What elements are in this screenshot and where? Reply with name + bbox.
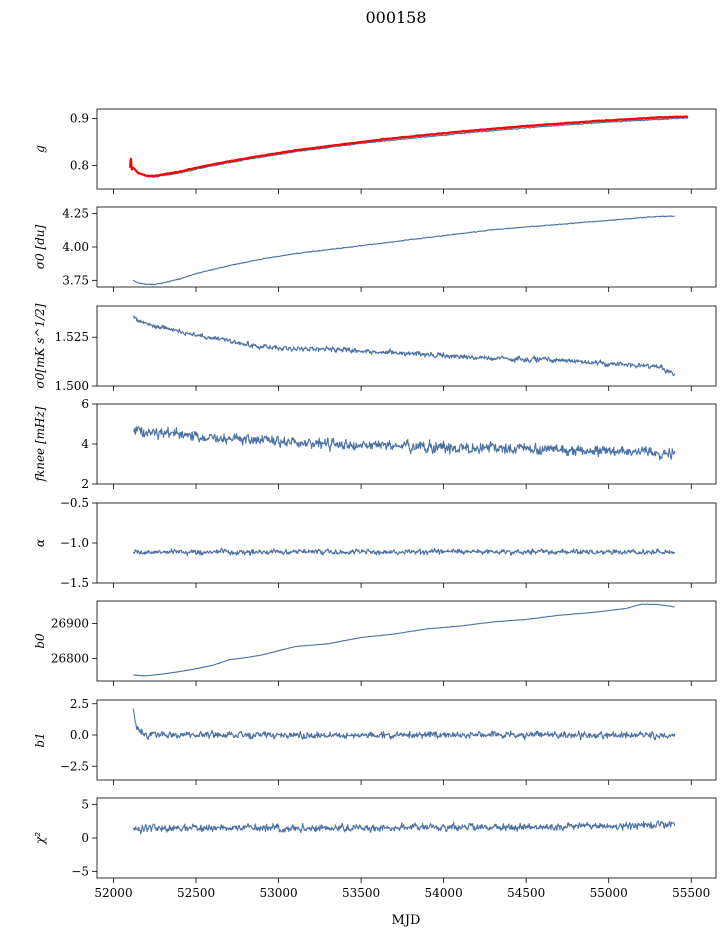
series-data-panel-4 [132, 426, 676, 461]
panel-7: −2.5 0.0 2.5 b1 [33, 697, 717, 785]
y-tick-label: 4 [81, 437, 89, 451]
series-data-panel-7 [132, 708, 676, 741]
y-tick-label: 1.500 [55, 379, 89, 393]
y-tick-label: 0.9 [70, 111, 89, 125]
y-tick-label: 6 [81, 397, 89, 411]
x-tick-label: 54500 [507, 886, 545, 900]
y-tick-label: 0.8 [70, 158, 89, 172]
axes-frame [96, 305, 717, 387]
series-data-panel-8 [132, 820, 676, 835]
y-tick-label: 0.0 [70, 728, 89, 742]
x-tick-label: 53000 [259, 886, 297, 900]
x-tick-label: 55000 [590, 886, 628, 900]
x-axis-label: MJD [392, 913, 421, 928]
y-tick-label: 4.00 [62, 240, 89, 254]
y-axis-label: fknee [mHz] [33, 406, 47, 482]
y-tick-label: 26900 [51, 617, 89, 631]
panel-5: −1.5 −1.0 −0.5 α [33, 496, 717, 590]
x-tick-label: 53500 [342, 886, 380, 900]
y-tick-label: 2.5 [70, 697, 89, 711]
panel-2: 3.75 4.00 4.25 σ0 [du] [33, 206, 717, 292]
y-tick-label: 4.25 [62, 207, 89, 221]
axes-frame [96, 699, 717, 781]
y-axis-label: g [33, 145, 47, 153]
series-data-panel-1 [129, 117, 689, 178]
y-axis-label: b0 [33, 633, 47, 649]
y-tick-label: 5 [81, 798, 89, 812]
x-tick-label: 52000 [94, 886, 132, 900]
series-data-panel-2 [133, 215, 675, 286]
y-tick-label: 3.75 [62, 273, 89, 287]
x-tick-label: 55500 [672, 886, 710, 900]
y-tick-label: 0 [81, 831, 89, 845]
y-tick-label: 26800 [51, 651, 89, 665]
axes-frame [96, 502, 717, 584]
series-data-panel-6 [133, 603, 675, 677]
figure-title: 000158 [365, 8, 426, 27]
y-tick-label: −0.5 [60, 496, 89, 510]
y-tick-label: −1.5 [60, 576, 89, 590]
series-model-panel-1 [128, 115, 689, 178]
y-tick-label: 1.525 [55, 330, 89, 344]
panel-6: 26800 26900 b0 [33, 600, 717, 686]
panel-3: 1.500 1.525 σ0[mK s^1/2] [33, 303, 717, 393]
y-tick-label: −1.0 [60, 536, 89, 550]
panel-1: 0.8 0.9 g [33, 108, 717, 194]
y-axis-label: b1 [33, 732, 47, 747]
x-tick-label: 54000 [425, 886, 463, 900]
axes-frame [96, 797, 717, 879]
x-tick-label: 52500 [177, 886, 215, 900]
y-axis-label: σ0 [du] [33, 224, 47, 269]
y-tick-label: −2.5 [60, 759, 89, 773]
axes-frame [96, 600, 717, 682]
y-axis-label: σ0[mK s^1/2] [33, 303, 47, 388]
axes-frame [96, 108, 717, 190]
y-tick-label: −5 [71, 864, 89, 878]
y-tick-label: 2 [81, 477, 89, 491]
series-data-panel-3 [132, 315, 676, 377]
y-axis-label: α [33, 539, 47, 547]
panel-4: 2 4 6 fknee [mHz] [33, 397, 717, 491]
panel-8: −5 0 5 52000 52500 53000 53500 54000 54500 55000 5… [33, 797, 717, 900]
y-axis-label: χ² [33, 832, 47, 845]
series-data-panel-5 [132, 547, 676, 556]
